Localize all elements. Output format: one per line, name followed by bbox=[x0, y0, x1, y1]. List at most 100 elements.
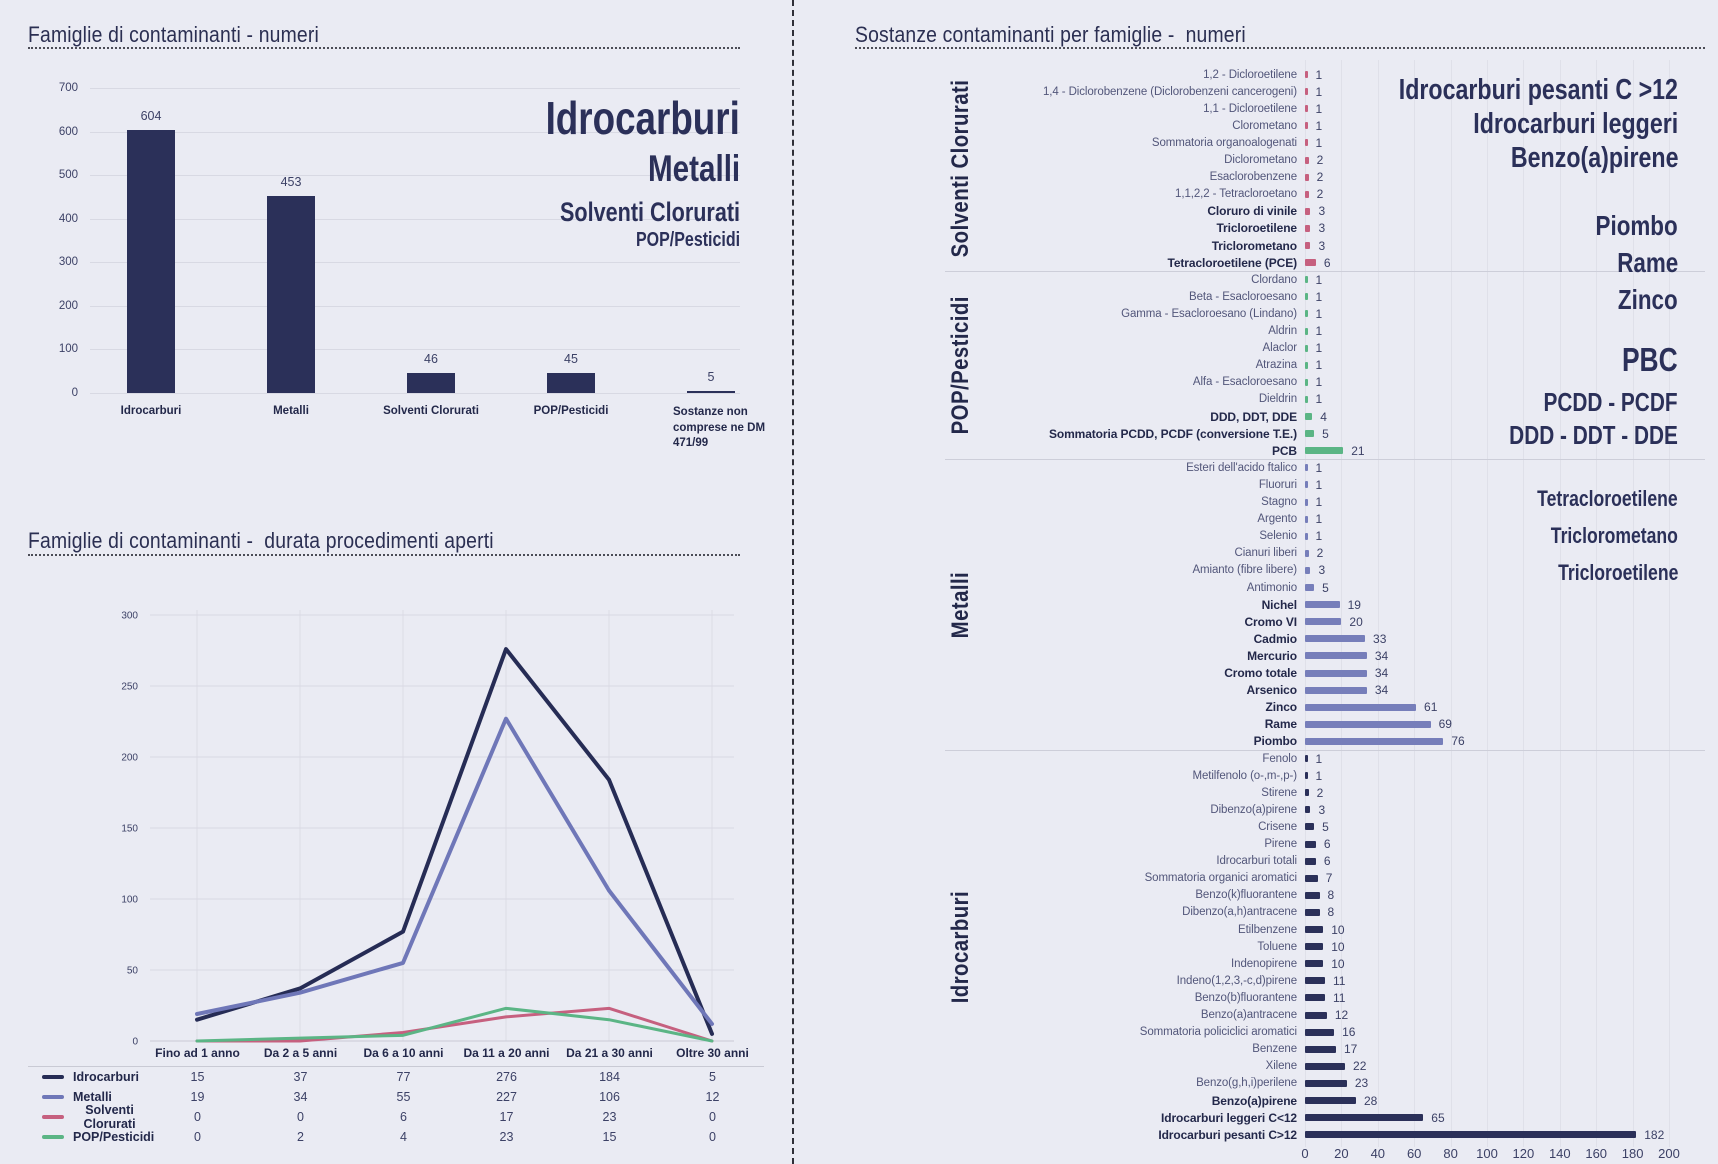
duration-line-chart: 0 50 100 150 200 250 300 bbox=[121, 610, 734, 1048]
substance-bar bbox=[1305, 908, 1320, 916]
substance-value: 5 bbox=[1322, 426, 1329, 441]
substance-label: Nichel bbox=[1261, 597, 1298, 612]
substance-value: 1 bbox=[1315, 529, 1323, 544]
substance-label: Tricloroetilene bbox=[1216, 221, 1297, 236]
overlay-substance-label: Piombo bbox=[1595, 210, 1678, 241]
overlay-substance-label: DDD - DDT - DDE bbox=[1509, 420, 1678, 450]
bar-value-label: 46 bbox=[424, 351, 438, 366]
substance-value: 1 bbox=[1315, 341, 1323, 356]
substance-row: Xilene 22 bbox=[855, 1058, 1705, 1075]
substance-value: 34 bbox=[1374, 648, 1389, 663]
substance-row: Fenolo 1 bbox=[855, 750, 1705, 767]
substance-label: Clorometano bbox=[1232, 119, 1297, 132]
substance-bar bbox=[1305, 224, 1311, 232]
legend-header-cell bbox=[28, 1046, 146, 1067]
substance-bar bbox=[1305, 1062, 1346, 1070]
legend-value: 77 bbox=[396, 1070, 411, 1084]
substance-label: Argento bbox=[1257, 513, 1297, 526]
legend-value: 6 bbox=[400, 1110, 407, 1124]
substance-value: 11 bbox=[1333, 990, 1346, 1005]
substance-label: Indenopirene bbox=[1231, 957, 1297, 970]
substance-row: Stagno 1 bbox=[855, 494, 1705, 511]
substance-label: Diclorometano bbox=[1224, 154, 1297, 167]
substance-value: 22 bbox=[1353, 1059, 1367, 1074]
substance-bar bbox=[1305, 737, 1444, 745]
panel-divider bbox=[792, 0, 794, 1164]
x-tick-label: 120 bbox=[1512, 1146, 1535, 1161]
x-tick-label: 160 bbox=[1585, 1146, 1608, 1161]
substance-bar bbox=[1305, 532, 1308, 540]
substance-bar bbox=[1305, 344, 1308, 352]
substance-row: Tetracloroetilene (PCE) 6 bbox=[855, 254, 1705, 271]
legend-value: 19 bbox=[190, 1090, 205, 1104]
substance-row: Gamma - Esacloroesano (Lindano) 1 bbox=[855, 305, 1705, 322]
substance-label: Xilene bbox=[1265, 1060, 1297, 1073]
gridline bbox=[90, 88, 740, 89]
substance-row: Esaclorobenzene 2 bbox=[855, 169, 1705, 186]
substance-row: Dieldrin 1 bbox=[855, 391, 1705, 408]
substance-bar bbox=[1305, 242, 1311, 250]
gridline bbox=[1632, 60, 1634, 1148]
substance-bar bbox=[1305, 720, 1431, 728]
substance-label: Idrocarburi leggeri C<12 bbox=[1161, 1110, 1297, 1125]
gridline bbox=[90, 218, 740, 220]
substance-bar bbox=[1305, 122, 1308, 130]
substance-value: 1 bbox=[1315, 306, 1323, 321]
substance-label: Benzo(b)fluorantene bbox=[1194, 991, 1297, 1004]
substance-value: 8 bbox=[1327, 905, 1335, 920]
legend-header-cell: Fino ad 1 anno bbox=[146, 1046, 249, 1067]
substance-row: Sommatoria organici aromatici 7 bbox=[855, 870, 1705, 887]
families-duration-title: Famiglie di contaminanti - durata proced… bbox=[28, 528, 494, 553]
substance-row: PCB 21 bbox=[855, 442, 1705, 459]
substance-label: Stirene bbox=[1261, 786, 1297, 799]
substance-bar bbox=[1305, 361, 1308, 369]
substance-value: 1 bbox=[1315, 358, 1323, 373]
overlay-substance-label: Tetracloroetilene bbox=[1537, 486, 1678, 511]
legend-value: 17 bbox=[499, 1110, 514, 1124]
substance-row: Cianuri liberi 2 bbox=[855, 545, 1705, 562]
substance-value: 1 bbox=[1315, 495, 1323, 510]
substance-bar bbox=[1305, 395, 1308, 403]
legend-value: 2 bbox=[297, 1130, 304, 1144]
substance-label: Cromo totale bbox=[1224, 666, 1297, 681]
substance-row: Piombo 76 bbox=[855, 733, 1705, 750]
substance-label: Benzene bbox=[1252, 1043, 1297, 1056]
y-tick-label: 250 bbox=[121, 682, 138, 693]
substance-bar bbox=[1305, 88, 1308, 96]
bar-value-label: 45 bbox=[564, 352, 578, 367]
substance-value: 10 bbox=[1331, 922, 1345, 937]
category-label: Solventi Clorurati bbox=[383, 405, 479, 417]
legend-series-name: Metalli bbox=[28, 1087, 146, 1107]
substance-value: 1 bbox=[1315, 477, 1323, 492]
substance-label: Mercurio bbox=[1247, 648, 1297, 663]
substance-value: 1 bbox=[1315, 272, 1323, 287]
substance-value: 1 bbox=[1315, 289, 1323, 304]
substance-label: Antimonio bbox=[1246, 581, 1297, 594]
substance-row: Cromo totale 34 bbox=[855, 665, 1705, 682]
legend-value: 0 bbox=[297, 1110, 304, 1124]
substance-value: 34 bbox=[1374, 666, 1389, 681]
substance-row: Clorometano 1 bbox=[855, 117, 1705, 134]
substance-bar bbox=[1305, 1079, 1347, 1087]
legend-header-cell: Da 11 a 20 anni bbox=[455, 1046, 558, 1067]
substance-label: Arsenico bbox=[1246, 683, 1297, 698]
substance-value: 4 bbox=[1320, 409, 1327, 424]
legend-series-label: Solventi Clorurati bbox=[83, 1103, 136, 1131]
substance-label: Sommatoria PCDD, PCDF (conversione T.E.) bbox=[1048, 426, 1297, 441]
substance-bar bbox=[1305, 430, 1315, 438]
substance-bar bbox=[1305, 173, 1309, 181]
substance-row: Indenopirene 10 bbox=[855, 955, 1705, 972]
x-tick-label: 140 bbox=[1548, 1146, 1571, 1161]
title-rule bbox=[855, 47, 1705, 49]
substance-value: 11 bbox=[1333, 973, 1346, 988]
legend-value: 5 bbox=[709, 1070, 716, 1084]
substance-value: 2 bbox=[1316, 170, 1324, 185]
substance-row: Idrocarburi leggeri C<12 65 bbox=[855, 1109, 1705, 1126]
substance-label: Etilbenzene bbox=[1238, 923, 1297, 936]
bar bbox=[267, 195, 315, 393]
substance-value: 2 bbox=[1316, 153, 1324, 168]
substance-value: 1 bbox=[1315, 135, 1323, 150]
substance-value: 20 bbox=[1349, 614, 1363, 629]
substance-row: Sommatoria organoalogenati 1 bbox=[855, 134, 1705, 151]
